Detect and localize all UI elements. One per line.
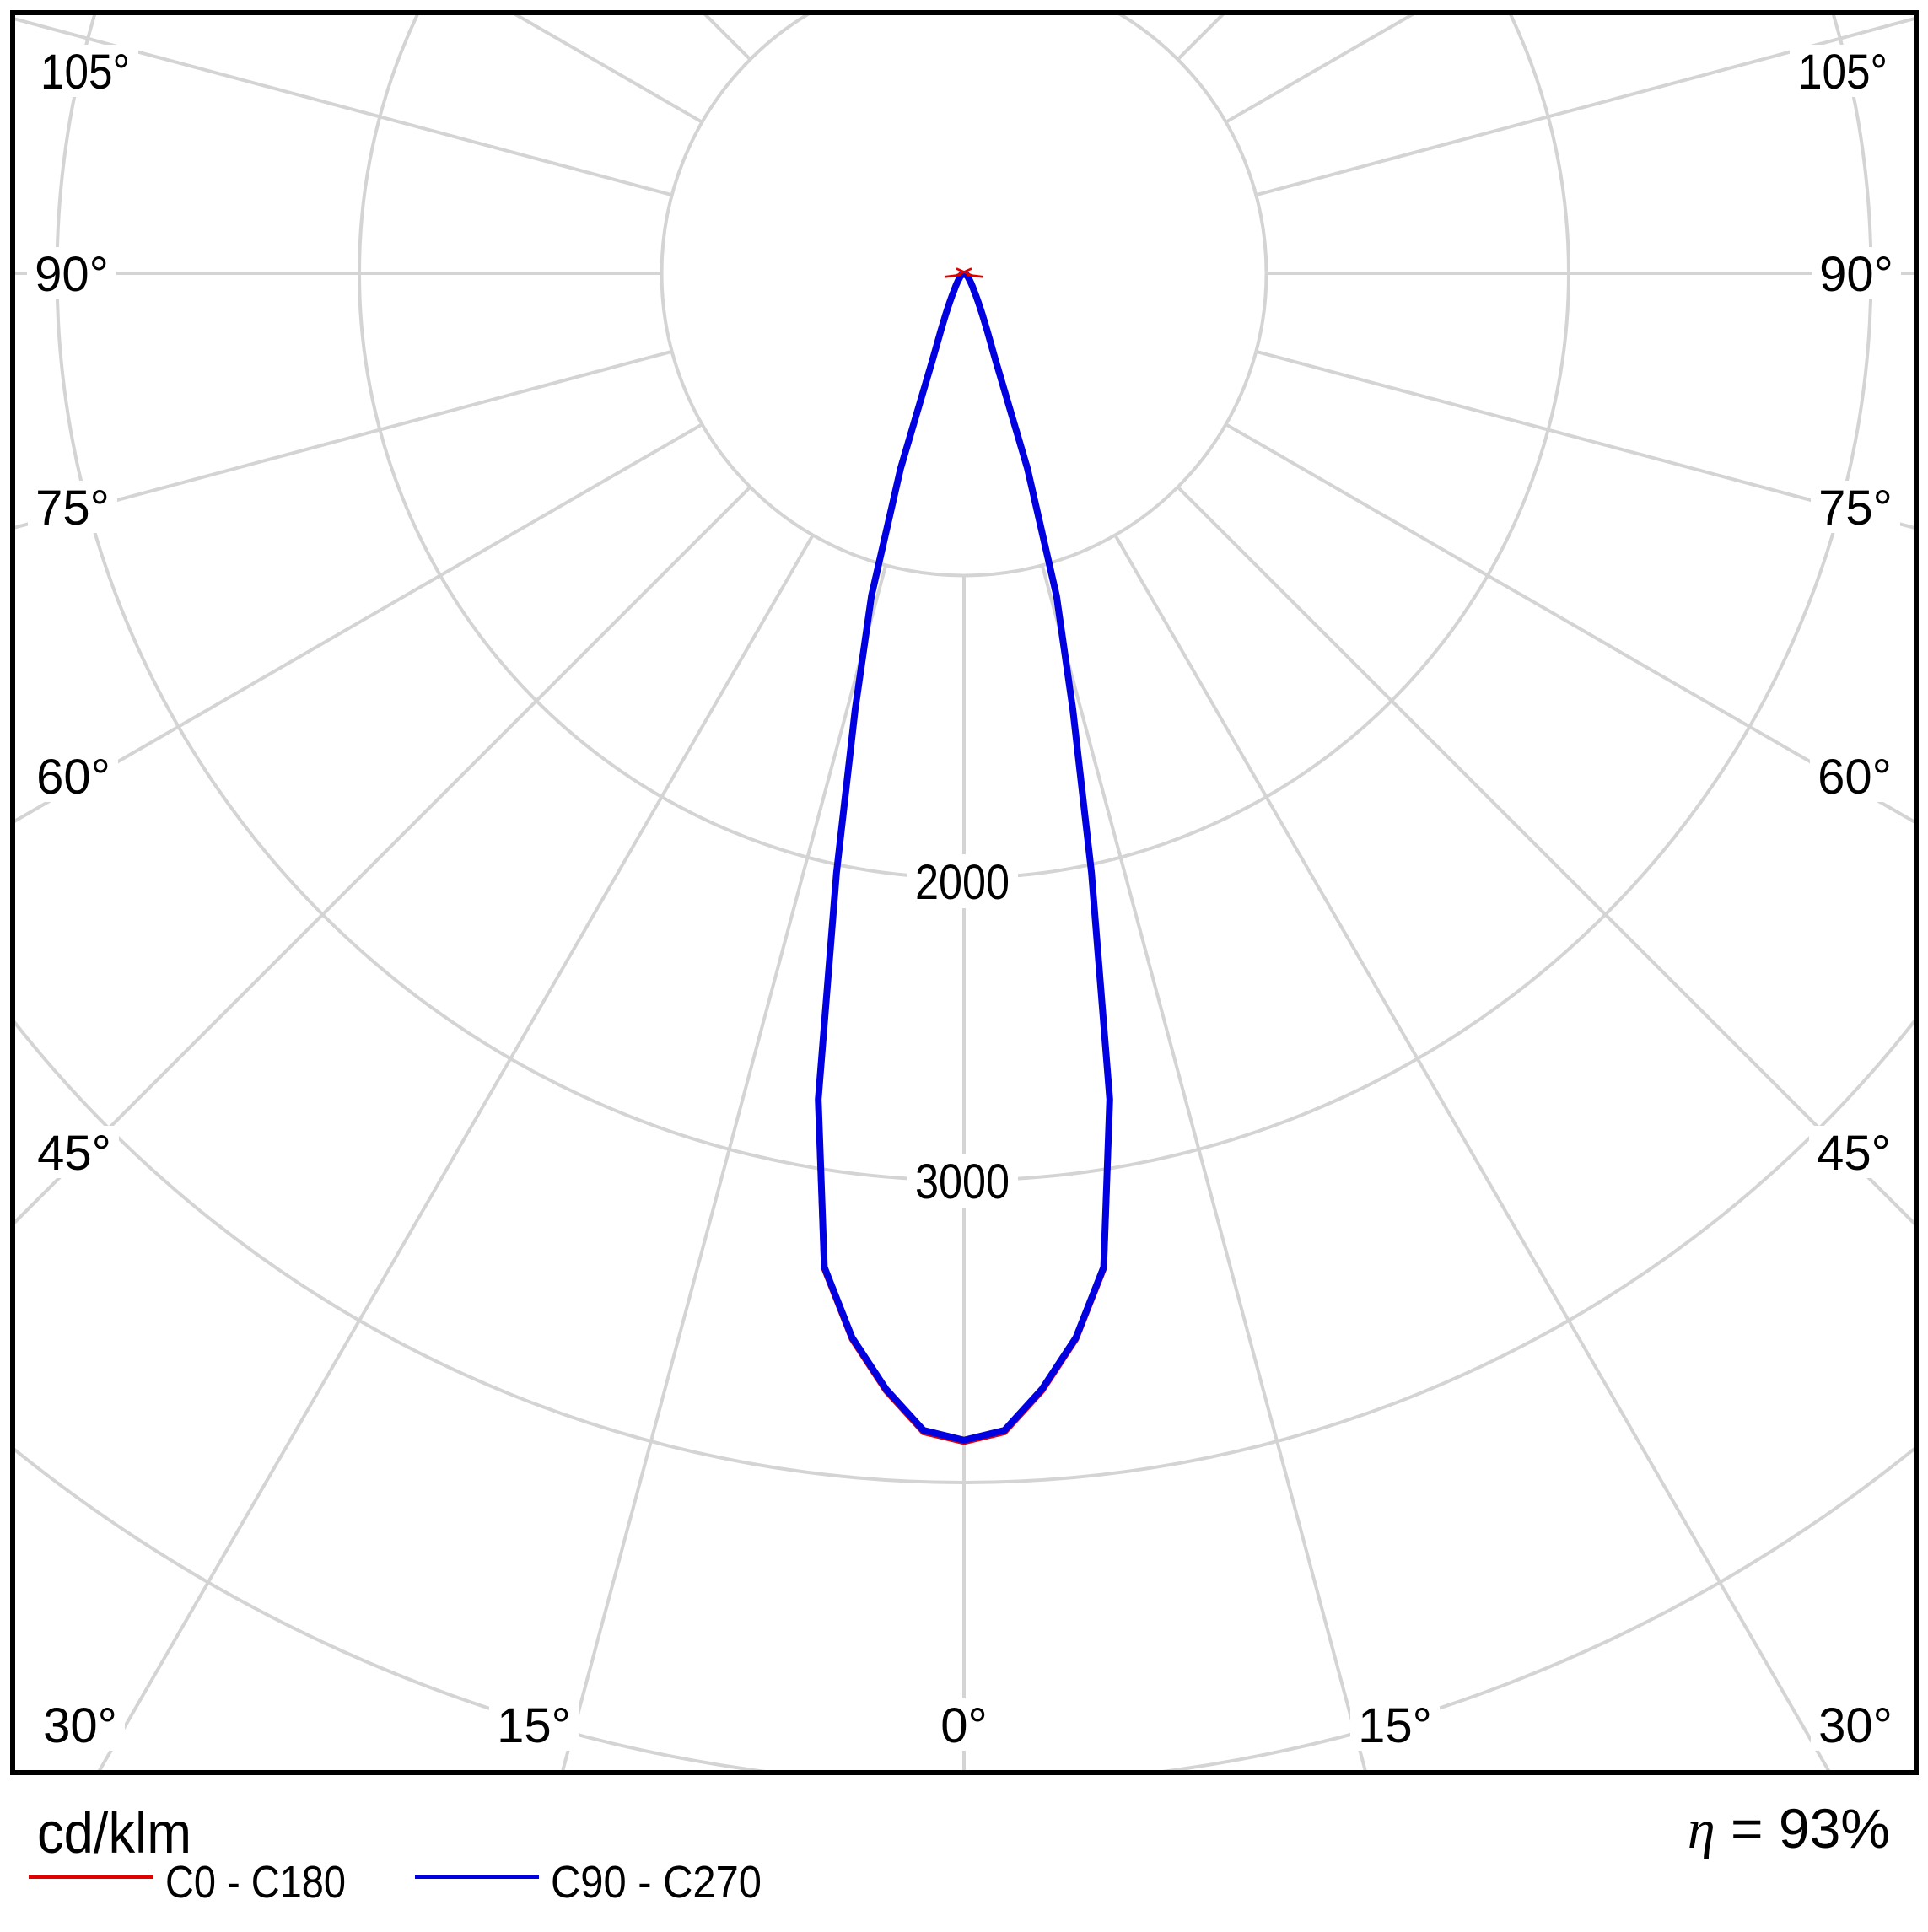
svg-text:60°: 60° xyxy=(1818,750,1892,805)
svg-text:45°: 45° xyxy=(1817,1126,1891,1181)
svg-text:2000: 2000 xyxy=(915,855,1010,910)
svg-text:cd/klm: cd/klm xyxy=(37,1800,191,1865)
svg-text:C90 - C270: C90 - C270 xyxy=(551,1857,762,1908)
svg-text:90°: 90° xyxy=(35,247,109,302)
svg-text:η = 93%: η = 93% xyxy=(1688,1797,1890,1860)
svg-text:3000: 3000 xyxy=(915,1154,1010,1209)
svg-text:90°: 90° xyxy=(1819,247,1893,302)
svg-text:C0 - C180: C0 - C180 xyxy=(165,1857,346,1908)
svg-text:45°: 45° xyxy=(37,1126,111,1181)
svg-text:60°: 60° xyxy=(36,750,110,805)
svg-text:30°: 30° xyxy=(43,1698,117,1753)
svg-text:0°: 0° xyxy=(940,1698,987,1753)
svg-text:105°: 105° xyxy=(40,45,130,100)
svg-text:75°: 75° xyxy=(35,481,110,535)
svg-text:15°: 15° xyxy=(1358,1698,1432,1753)
svg-text:105°: 105° xyxy=(1798,45,1888,100)
svg-text:15°: 15° xyxy=(497,1698,571,1753)
svg-text:75°: 75° xyxy=(1818,481,1893,535)
svg-text:30°: 30° xyxy=(1818,1698,1893,1753)
